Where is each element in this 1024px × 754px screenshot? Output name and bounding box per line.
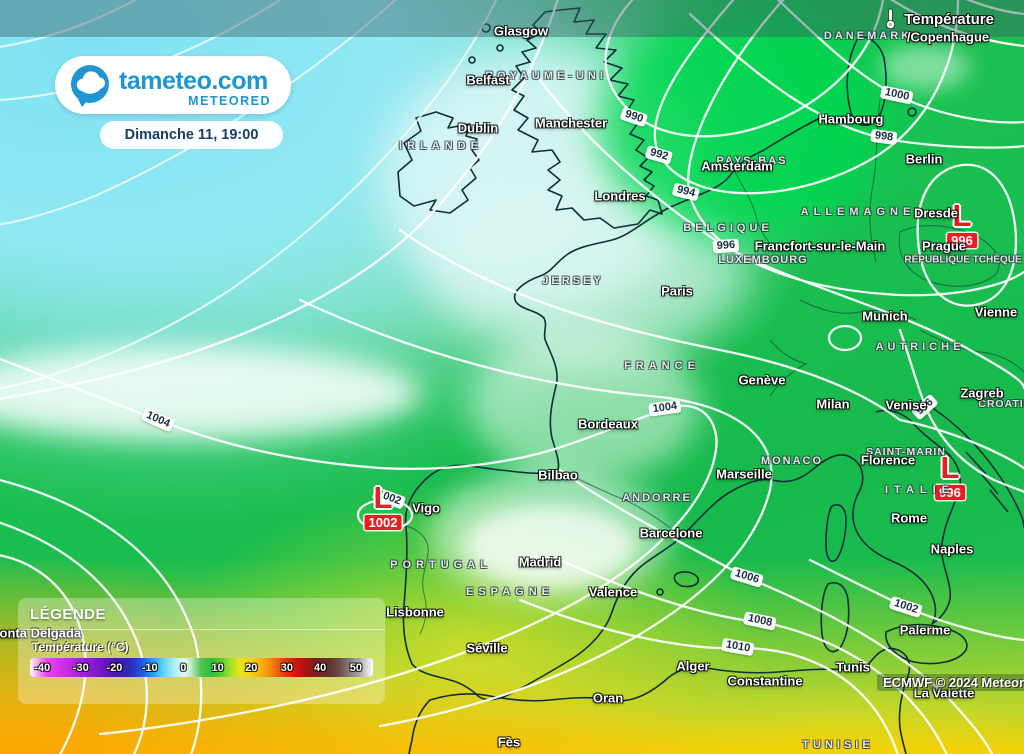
legend-tick: 50 (349, 661, 362, 674)
legend-tick: -20 (106, 661, 123, 674)
model-attribution: ECMWF © 2024 Meteored (877, 674, 1024, 691)
legend-tick: 40 (314, 661, 327, 674)
legend-tick: 0 (180, 661, 187, 674)
legend-panel: LÉGENDE Température (°C) -40 -30 -20 -10 0 10… (18, 598, 385, 704)
legend-scale-label: Température (°C) (32, 640, 129, 654)
temperature-colorbar: -40 -30 -20 -10 0 10 20 30 40 50 (30, 658, 373, 677)
legend-tick: -40 (34, 661, 51, 674)
datetime-badge: Dimanche 11, 19:00 (100, 121, 283, 149)
legend-tick: -30 (72, 661, 89, 674)
cloud-logo-icon (71, 65, 109, 107)
datetime-text: Dimanche 11, 19:00 (124, 127, 259, 143)
legend-tick: 30 (280, 661, 294, 674)
layer-header: Température (884, 8, 994, 30)
legend-divider (18, 629, 385, 630)
attribution-text: ECMWF © 2024 Meteored (883, 675, 1024, 690)
legend-tick: -10 (141, 661, 158, 674)
logo-site-name: tameteo.com (119, 67, 268, 95)
layer-label: Température (904, 10, 994, 28)
thermometer-icon (886, 8, 896, 30)
legend-tick: 10 (211, 661, 224, 674)
legend-tick: 20 (245, 661, 258, 674)
logo-network-name: METEORED (188, 94, 271, 108)
legend-title: LÉGENDE (30, 606, 107, 623)
tameteo-logo[interactable]: tameteo.com METEORED (55, 56, 291, 114)
